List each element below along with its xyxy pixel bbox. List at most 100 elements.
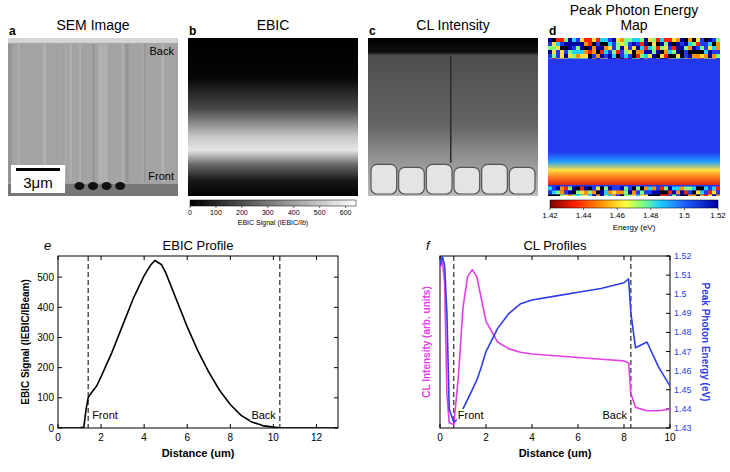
noise [652, 46, 656, 50]
noise [560, 50, 564, 54]
noise [604, 42, 608, 46]
grain [426, 164, 452, 194]
streak [142, 44, 143, 182]
noise [656, 50, 660, 54]
noise [624, 46, 628, 50]
noise [552, 38, 556, 42]
streak [70, 44, 72, 182]
label-patch [601, 409, 628, 421]
x-tick-label: 0 [437, 432, 443, 443]
noise [680, 50, 684, 54]
y2-tick-label: 1.44 [674, 404, 692, 414]
colorbar-tick-label: 1.48 [643, 211, 659, 220]
noise [548, 58, 552, 60]
noise [624, 58, 628, 60]
noise [624, 195, 628, 196]
plot-area [440, 256, 670, 428]
noise [648, 195, 652, 196]
noise [624, 50, 628, 54]
noise [584, 195, 588, 196]
noise [632, 42, 636, 46]
noise [600, 195, 604, 196]
noise [620, 187, 624, 191]
streak [79, 44, 81, 182]
noise [640, 191, 644, 195]
x-tick [440, 256, 441, 260]
noise [552, 58, 556, 60]
streak [8, 44, 12, 182]
noise [700, 195, 704, 196]
noise [584, 54, 588, 58]
noise [576, 195, 580, 196]
colorbar-tick [550, 208, 551, 210]
colorbar-label: Energy (eV) [613, 223, 656, 232]
noise [588, 42, 592, 46]
noise [576, 46, 580, 50]
noise [656, 42, 660, 46]
noise [616, 58, 620, 60]
noise [548, 46, 552, 50]
noise [712, 42, 716, 46]
noise [560, 38, 564, 42]
noise [648, 42, 652, 46]
noise [676, 54, 680, 58]
noise [604, 50, 608, 54]
noise [600, 54, 604, 58]
noise [612, 54, 616, 58]
noise [588, 191, 592, 195]
noise [652, 191, 656, 195]
y2-tick [666, 294, 670, 295]
noise [568, 42, 572, 46]
noise [600, 187, 604, 191]
y-axis-title: EBIC Signal (IEBIC/IBeam) [20, 279, 31, 405]
noise [708, 191, 712, 195]
noise [672, 42, 676, 46]
noise [588, 54, 592, 58]
noise [660, 187, 664, 191]
noise [572, 38, 576, 42]
noise [632, 195, 636, 196]
noise [596, 187, 600, 191]
noise [700, 191, 704, 195]
noise [680, 58, 684, 60]
label-patch [457, 409, 485, 421]
x-tick [230, 256, 231, 260]
noise [584, 50, 588, 54]
noise [564, 58, 568, 60]
noise [600, 46, 604, 50]
noise [636, 38, 640, 42]
noise [624, 42, 628, 46]
noise [612, 191, 616, 195]
noise [644, 54, 648, 58]
noise [672, 46, 676, 50]
colorbar-tick-label: 0 [188, 209, 192, 216]
noise [596, 191, 600, 195]
chart-title: EBIC Profile [163, 238, 234, 253]
noise [640, 58, 644, 60]
noise [616, 195, 620, 196]
noise [612, 195, 616, 196]
noise [700, 58, 704, 60]
noise [632, 191, 636, 195]
noise [548, 50, 552, 54]
noise [628, 195, 632, 196]
noise [588, 50, 592, 54]
noise [576, 54, 580, 58]
noise [684, 42, 688, 46]
noise [556, 46, 560, 50]
y2-tick [666, 428, 670, 429]
noise [604, 58, 608, 60]
noise [568, 195, 572, 196]
y-tick [58, 367, 62, 368]
title-line: SEM Image [56, 17, 129, 33]
panel-letter: d [549, 24, 556, 38]
streak [63, 44, 66, 182]
streak [101, 44, 104, 182]
noise [664, 54, 668, 58]
noise [564, 46, 568, 50]
noise [696, 46, 700, 50]
noise [716, 38, 720, 42]
noise [560, 46, 564, 50]
noise [676, 50, 680, 54]
noise [564, 50, 568, 54]
